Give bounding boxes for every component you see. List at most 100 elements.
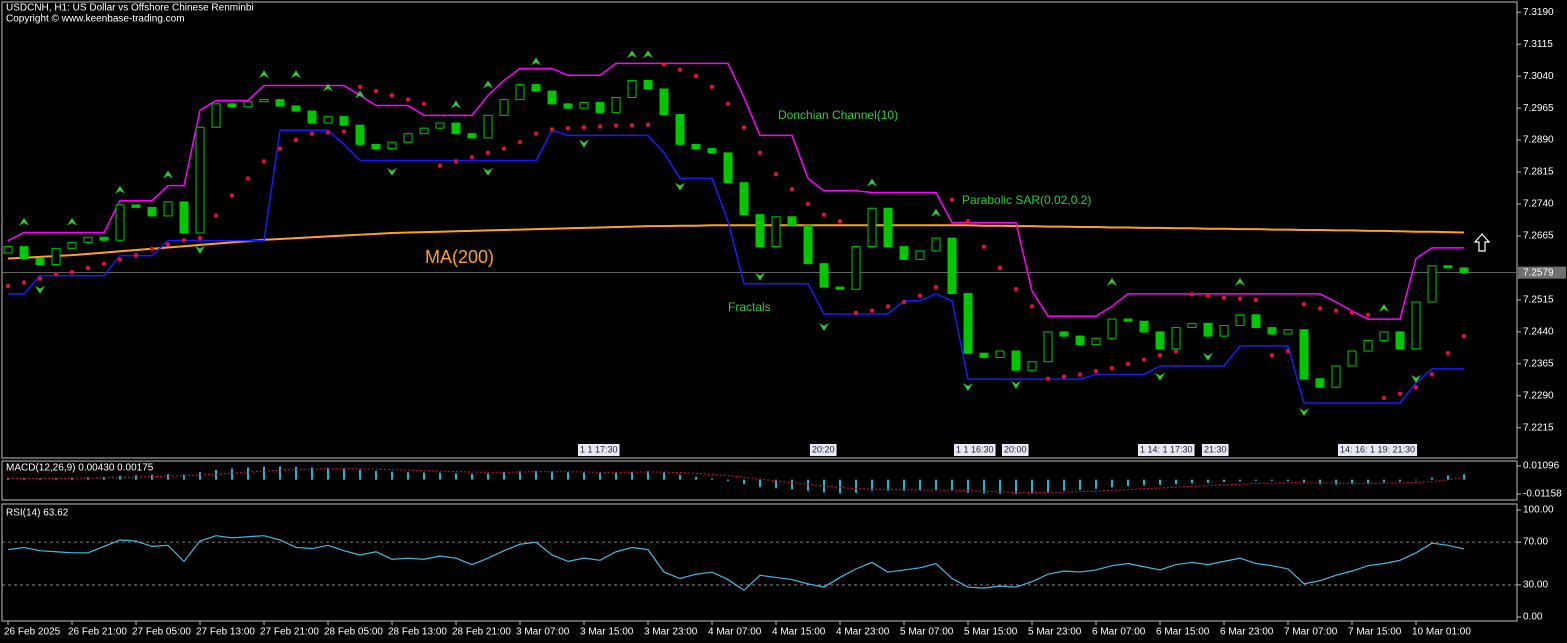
sar-dot — [149, 246, 155, 251]
fractal-up — [1107, 277, 1117, 286]
candle-body — [275, 99, 285, 107]
candle-body — [915, 250, 925, 260]
last-price-label: 7.2579 — [1523, 267, 1554, 278]
candle-body — [131, 204, 141, 208]
sar-dot — [341, 129, 347, 134]
candle-body — [1267, 327, 1277, 335]
fractals-label: Fractals — [728, 300, 771, 314]
sar-dot — [933, 284, 939, 290]
sar-dot — [709, 84, 715, 90]
candle-body — [1171, 327, 1181, 350]
candle-body — [867, 207, 877, 248]
event-marker-box — [1138, 444, 1195, 456]
candle-body — [1363, 339, 1373, 352]
rsi-title: RSI(14) 63.62 — [6, 508, 69, 519]
candle-body — [339, 116, 349, 126]
candle-body — [835, 286, 845, 290]
candle-body — [979, 352, 989, 358]
candle-body — [323, 116, 333, 124]
x-tick-label: 26 Feb 21:00 — [68, 627, 127, 638]
sar-dot — [1413, 385, 1419, 390]
sar-dot — [917, 293, 923, 298]
sar-dot — [117, 257, 123, 262]
sar-dot — [1205, 293, 1211, 298]
fractal-up — [323, 83, 333, 92]
candle-body — [499, 99, 509, 116]
chart-title: USDCNH, H1: US Dollar vs Offshore Chines… — [6, 3, 254, 14]
sar-dot — [789, 186, 795, 192]
x-tick-label: 5 Mar 07:00 — [900, 627, 954, 638]
candle-body — [1251, 314, 1261, 329]
candle-body — [723, 152, 733, 184]
y-tick-label: 7.2665 — [1523, 231, 1554, 242]
sar-dot — [1109, 365, 1115, 371]
candle-body — [1459, 267, 1469, 274]
candle-body — [3, 246, 13, 254]
event-marker: 20:20 — [812, 444, 835, 454]
sar-dot — [1397, 391, 1403, 396]
x-tick-label: 7 Mar 15:00 — [1348, 627, 1402, 638]
x-tick-label: 27 Feb 13:00 — [196, 627, 255, 638]
candle-body — [739, 182, 749, 216]
sar-dot — [549, 127, 555, 132]
sar-dot — [869, 308, 875, 313]
sar-dot — [21, 280, 27, 285]
fractal-up — [451, 100, 461, 109]
candle-body — [1315, 378, 1325, 388]
candle-body — [595, 102, 605, 113]
candle-body — [691, 143, 701, 150]
candle-body — [1427, 265, 1437, 303]
candle-body — [1187, 322, 1197, 329]
y-tick-label: 7.3115 — [1523, 39, 1553, 50]
candle-body — [675, 114, 685, 145]
sar-dot — [421, 101, 427, 107]
x-tick-label: 4 Mar 07:00 — [708, 627, 762, 638]
sar-dot — [1221, 295, 1227, 300]
candle-body — [67, 241, 77, 249]
fractal-up — [163, 170, 173, 179]
fractal-up — [931, 208, 941, 217]
sar-dot — [501, 146, 507, 151]
sar-dot — [1445, 350, 1451, 356]
fractal-down — [35, 285, 45, 294]
fractal-up — [627, 50, 637, 59]
candle-body — [1235, 314, 1245, 326]
x-tick-label: 7 Mar 07:00 — [1284, 627, 1338, 638]
event-marker: 20:00 — [1004, 444, 1027, 454]
y-tick-label: 7.2290 — [1523, 390, 1554, 401]
sar-dot — [885, 304, 891, 309]
sar-dot — [1189, 292, 1195, 297]
candle-body — [963, 292, 973, 354]
candle-body — [1395, 331, 1405, 350]
fractal-down — [1203, 352, 1213, 361]
candle-body — [755, 214, 765, 248]
y-tick-label: 0.01096 — [1523, 461, 1560, 472]
sar-dot — [389, 93, 395, 98]
x-tick-label: 3 Mar 23:00 — [644, 627, 698, 638]
fractal-up — [115, 185, 125, 194]
candle-body — [19, 246, 29, 260]
event-marker-box — [954, 444, 996, 456]
sar-dot — [1093, 368, 1099, 374]
fractal-down — [1411, 374, 1421, 383]
y-tick-label: 7.2365 — [1523, 358, 1554, 369]
fractal-down — [1011, 380, 1021, 389]
sar-dot — [517, 140, 523, 145]
candle-body — [547, 90, 557, 105]
candle-body — [403, 133, 413, 143]
candle-body — [435, 122, 445, 129]
sar-dot — [773, 171, 779, 177]
sar-dot — [1013, 287, 1019, 292]
x-tick-label: 3 Mar 15:00 — [580, 627, 634, 638]
x-tick-label: 27 Feb 05:00 — [132, 627, 191, 638]
candle-body — [995, 350, 1005, 358]
sar-dot — [405, 97, 411, 102]
fractal-up — [483, 80, 493, 89]
fractal-up — [1235, 277, 1245, 286]
sar-dot — [165, 242, 171, 247]
fractal-down — [1155, 372, 1165, 381]
candle-body — [611, 96, 621, 113]
fractal-up — [19, 217, 29, 226]
last-price-box — [1518, 266, 1566, 279]
sar-dot — [949, 197, 955, 202]
